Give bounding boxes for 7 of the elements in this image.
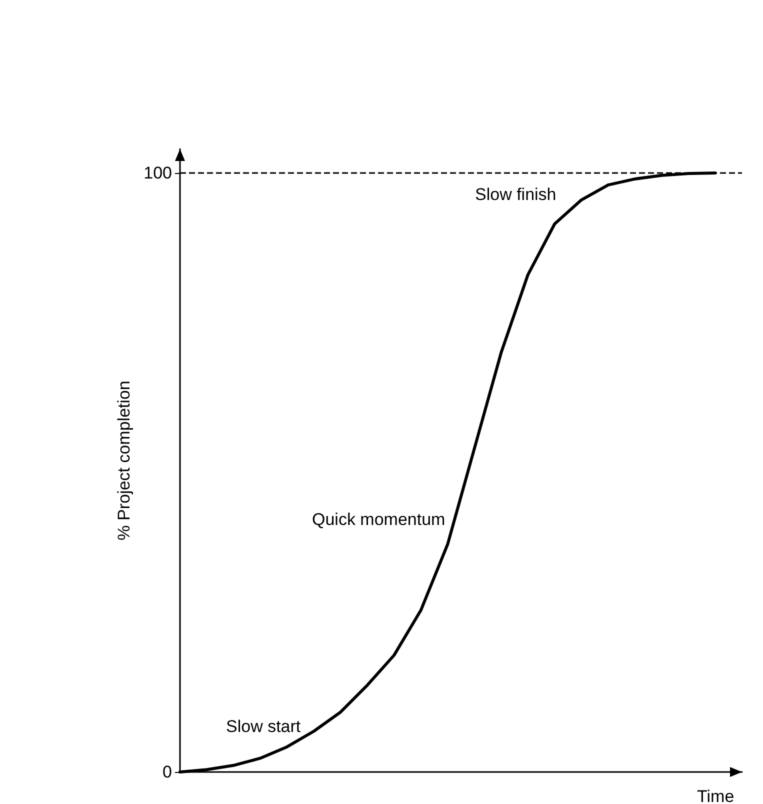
annotation: Slow finish (475, 185, 556, 204)
annotation: Quick momentum (312, 510, 446, 529)
y-tick-label: 0 (162, 762, 172, 782)
x-axis-title: Time (697, 787, 734, 804)
y-axis-title: % Project completion (114, 380, 134, 540)
y-tick-label: 100 (144, 163, 172, 182)
annotation: Slow start (226, 717, 301, 736)
